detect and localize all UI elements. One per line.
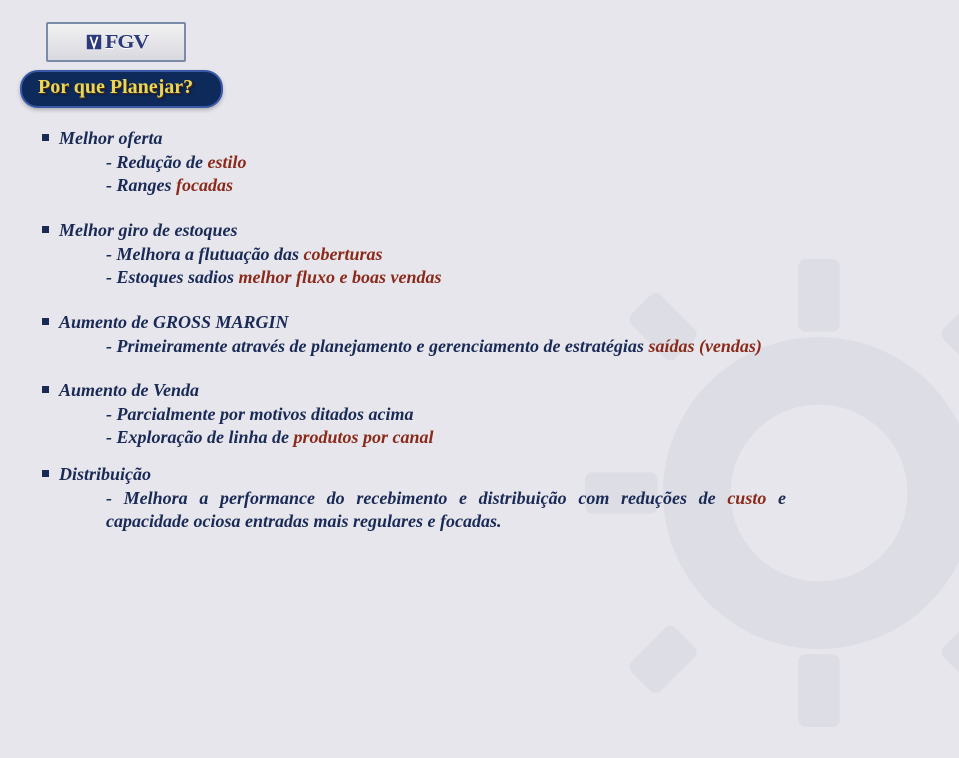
sub-saidas-vendas: - Primeiramente através de planejamento … <box>106 335 786 358</box>
slide-content: Melhor oferta - Redução de estilo - Rang… <box>42 120 899 534</box>
bullet-melhor-oferta-label: Melhor oferta <box>59 128 163 148</box>
sub-produtos-canal: - Exploração de linha de produtos por ca… <box>106 426 899 449</box>
bullet-distribuicao-label: Distribuição <box>59 464 151 484</box>
sub-fluxo-vendas: - Estoques sadios melhor fluxo e boas ve… <box>106 266 899 289</box>
bullet-melhor-oferta: Melhor oferta <box>42 128 899 149</box>
sub-custo-capacidade: - Melhora a performance do recebimento e… <box>106 487 786 534</box>
fgv-logo: FGV <box>46 22 186 62</box>
bullet-melhor-giro-label: Melhor giro de estoques <box>59 220 238 240</box>
bullet-aumento-venda-label: Aumento de Venda <box>59 380 199 400</box>
bullet-gross-margin: Aumento de GROSS MARGIN <box>42 312 899 333</box>
bullet-melhor-giro: Melhor giro de estoques <box>42 220 899 241</box>
fgv-logo-text: FGV <box>105 31 148 54</box>
slide-title-pill: Por que Planejar? <box>20 70 223 108</box>
bullet-distribuicao: Distribuição <box>42 464 899 485</box>
sub-reducao-estilo: - Redução de estilo <box>106 151 899 174</box>
sub-ranges-focadas: - Ranges focadas <box>106 174 899 197</box>
sub-coberturas: - Melhora a flutuação das coberturas <box>106 243 899 266</box>
slide-title: Por que Planejar? <box>38 76 193 98</box>
bullet-gross-margin-label: Aumento de GROSS MARGIN <box>59 312 289 332</box>
bullet-aumento-venda: Aumento de Venda <box>42 380 899 401</box>
fgv-mark-icon <box>85 33 103 51</box>
sub-motivos-acima: - Parcialmente por motivos ditados acima <box>106 403 899 426</box>
